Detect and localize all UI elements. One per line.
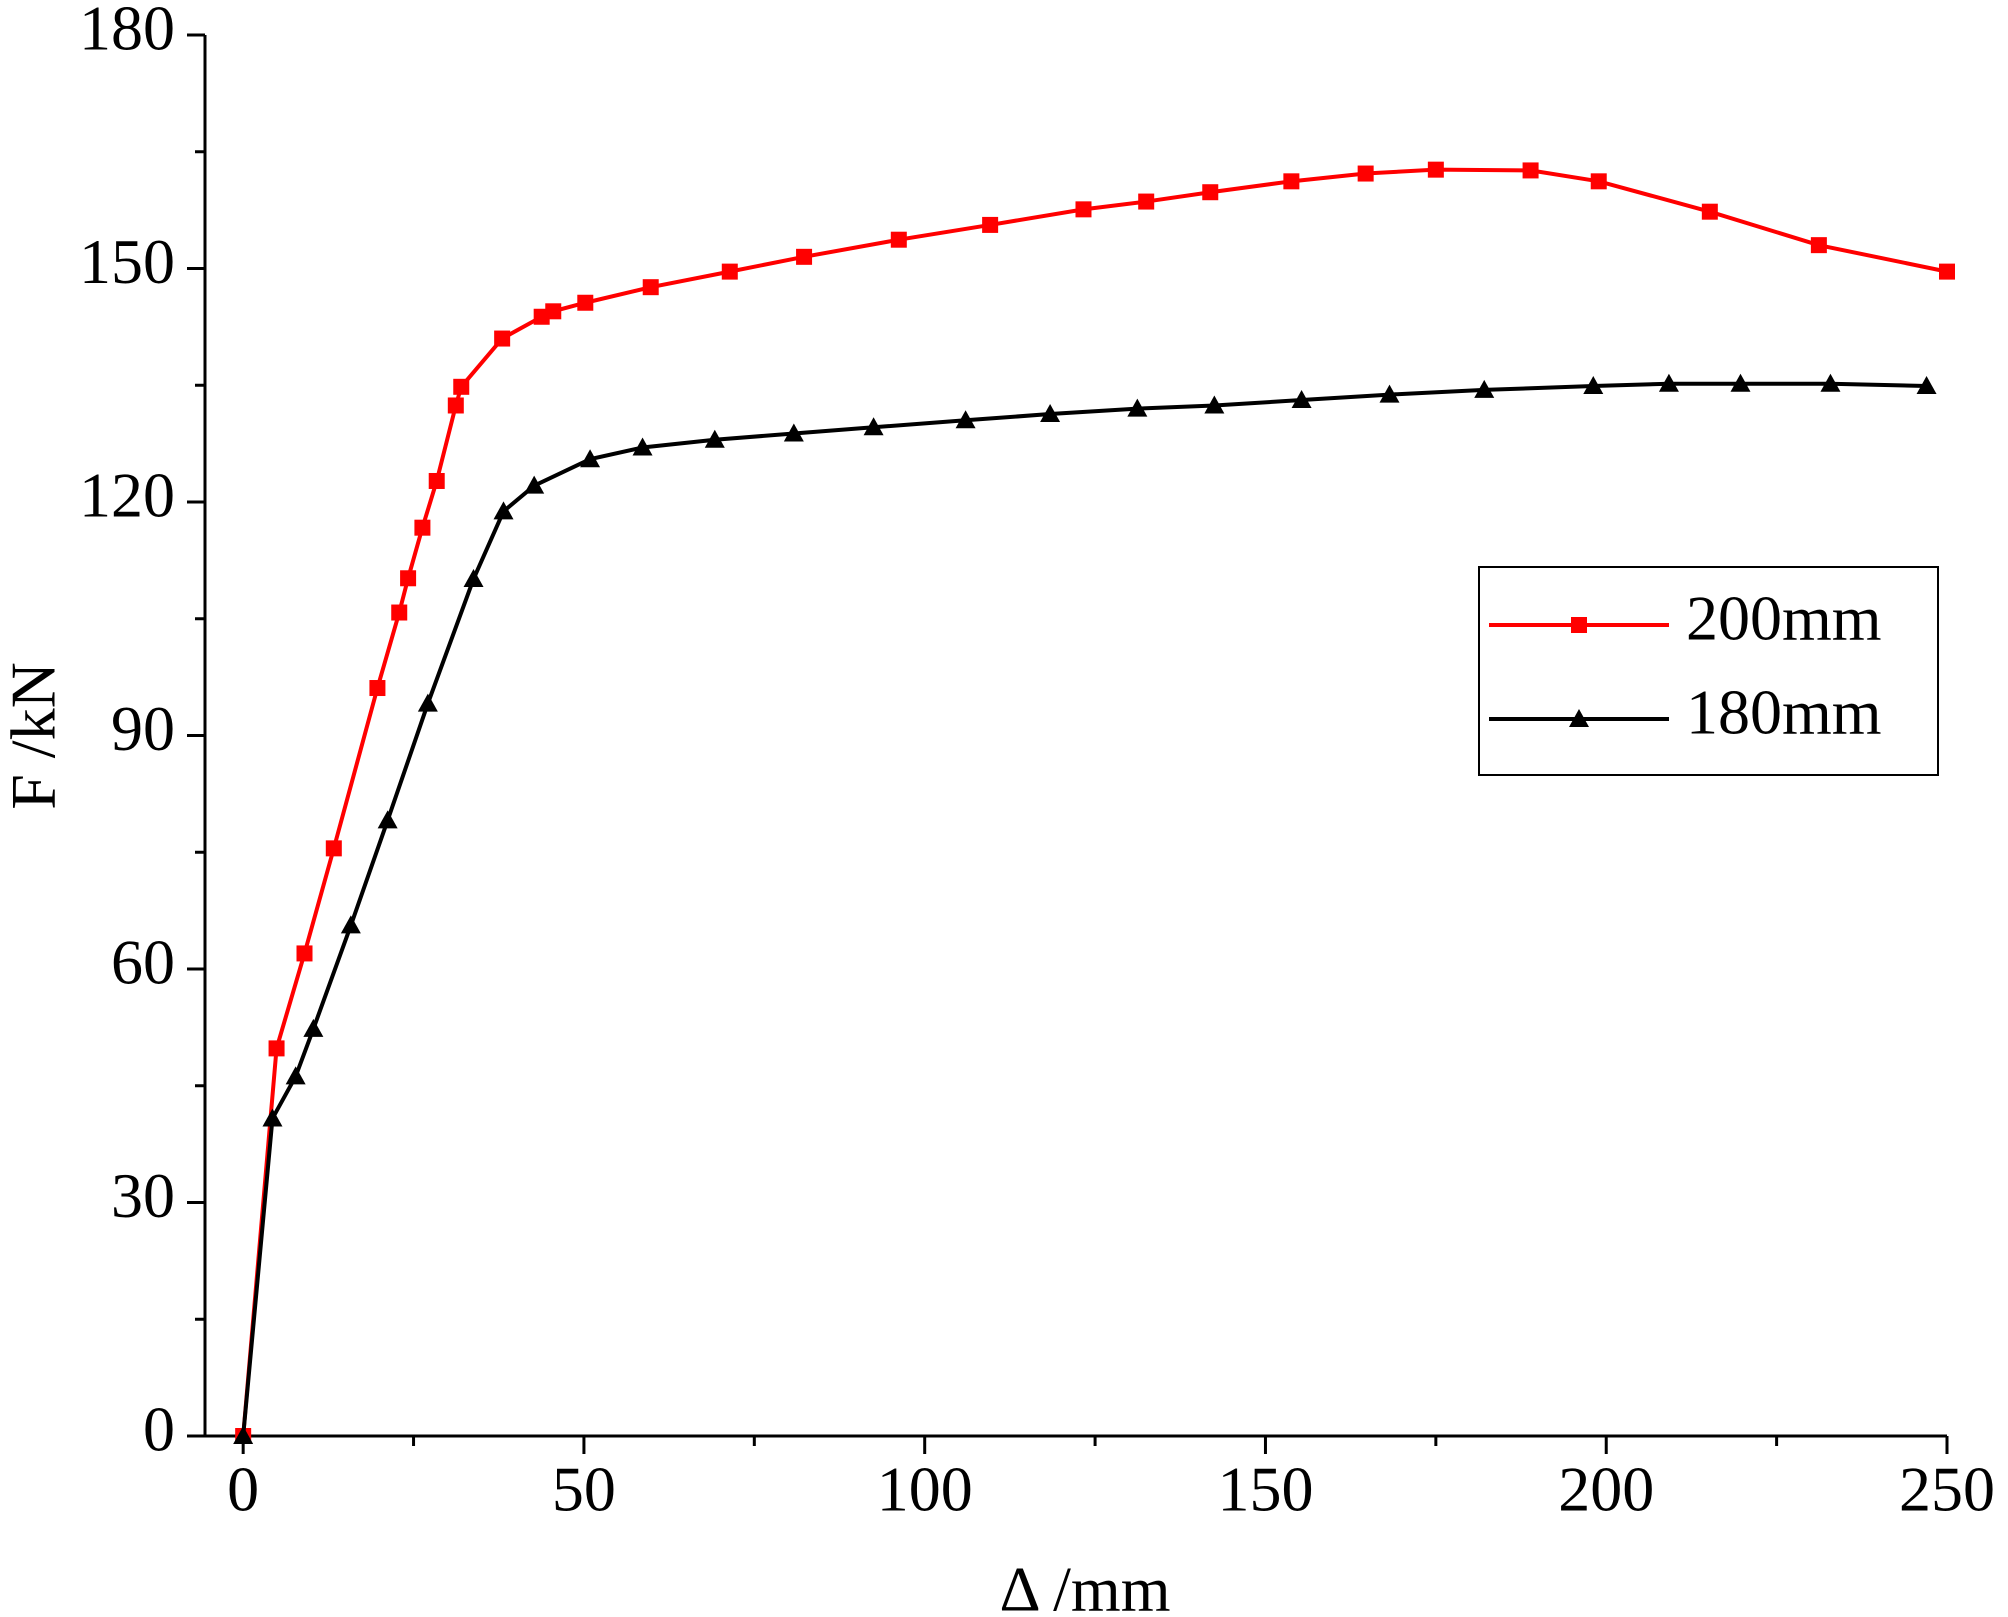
marker bbox=[1583, 376, 1604, 395]
series-line bbox=[241, 381, 1927, 1437]
marker bbox=[1075, 201, 1092, 218]
marker bbox=[1939, 263, 1955, 280]
marker bbox=[1202, 184, 1219, 201]
marker bbox=[721, 263, 738, 280]
marker bbox=[524, 475, 545, 494]
marker bbox=[632, 437, 653, 456]
marker bbox=[1040, 404, 1061, 423]
legend-label: 200mm bbox=[1686, 583, 1882, 654]
y-axis-label: F /kN bbox=[0, 662, 69, 810]
marker bbox=[369, 680, 386, 697]
marker bbox=[414, 519, 431, 536]
marker bbox=[982, 216, 999, 233]
marker bbox=[580, 449, 601, 468]
marker bbox=[296, 945, 313, 962]
marker bbox=[1474, 379, 1495, 398]
marker bbox=[1522, 162, 1539, 179]
marker bbox=[233, 1426, 254, 1444]
y-tick-label: 150 bbox=[79, 226, 175, 297]
marker bbox=[1379, 384, 1400, 403]
marker bbox=[1810, 237, 1827, 254]
x-tick-label: 150 bbox=[1217, 1454, 1313, 1525]
marker bbox=[391, 604, 408, 621]
marker bbox=[494, 330, 511, 347]
marker bbox=[1916, 376, 1937, 395]
marker bbox=[1283, 173, 1300, 190]
marker bbox=[1658, 373, 1679, 392]
marker bbox=[1590, 173, 1607, 190]
marker bbox=[447, 397, 464, 414]
marker bbox=[303, 1018, 324, 1037]
marker bbox=[890, 231, 907, 248]
marker bbox=[428, 472, 445, 489]
marker bbox=[325, 840, 342, 857]
x-tick-label: 200 bbox=[1558, 1454, 1654, 1525]
y-tick-label: 0 bbox=[143, 1394, 175, 1465]
marker bbox=[704, 429, 725, 448]
marker bbox=[493, 501, 514, 520]
marker bbox=[268, 1040, 285, 1057]
x-tick-label: 250 bbox=[1899, 1454, 1995, 1525]
marker bbox=[463, 569, 484, 588]
marker bbox=[1730, 373, 1751, 392]
x-axis-label: Δ /mm bbox=[1000, 1554, 1171, 1617]
legend-marker bbox=[1571, 617, 1587, 633]
marker bbox=[545, 303, 562, 320]
y-tick-label: 90 bbox=[111, 693, 175, 764]
y-tick-label: 30 bbox=[111, 1160, 175, 1231]
marker bbox=[955, 410, 976, 429]
y-tick-label: 60 bbox=[111, 927, 175, 998]
marker bbox=[577, 294, 594, 311]
marker bbox=[1820, 373, 1841, 392]
marker bbox=[1127, 398, 1148, 417]
marker bbox=[642, 279, 659, 296]
series-line bbox=[241, 167, 1948, 1437]
legend-box bbox=[1478, 566, 1939, 776]
marker bbox=[1357, 165, 1374, 182]
y-tick-label: 120 bbox=[79, 460, 175, 531]
marker bbox=[783, 423, 804, 442]
legend-label: 180mm bbox=[1686, 677, 1882, 748]
marker bbox=[796, 248, 813, 265]
marker bbox=[1427, 161, 1444, 178]
marker bbox=[1291, 390, 1312, 409]
x-tick-label: 50 bbox=[552, 1454, 616, 1525]
x-tick-label: 0 bbox=[227, 1454, 259, 1525]
marker bbox=[1138, 193, 1155, 210]
marker bbox=[400, 570, 417, 587]
legend-marker bbox=[1569, 709, 1589, 727]
y-tick-label: 180 bbox=[79, 0, 175, 64]
marker bbox=[863, 417, 884, 436]
marker bbox=[1204, 395, 1225, 414]
marker bbox=[262, 1108, 283, 1127]
x-tick-label: 100 bbox=[877, 1454, 973, 1525]
marker bbox=[340, 915, 361, 934]
marker bbox=[417, 693, 438, 712]
marker bbox=[377, 810, 398, 829]
marker bbox=[1701, 203, 1718, 220]
marker bbox=[453, 378, 470, 395]
marker bbox=[285, 1066, 306, 1085]
